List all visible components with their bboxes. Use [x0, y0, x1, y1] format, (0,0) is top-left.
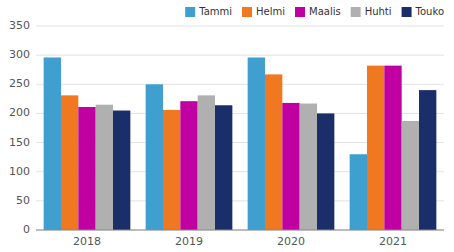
legend-item: Tammi	[185, 6, 232, 17]
bar	[44, 57, 61, 230]
bar	[384, 66, 401, 230]
y-tick-label: 250	[9, 77, 30, 90]
bar	[350, 154, 367, 230]
y-tick-label: 200	[9, 106, 30, 119]
bars	[44, 57, 437, 230]
legend-item: Huhti	[351, 6, 392, 17]
bar	[61, 95, 78, 230]
legend-label: Huhti	[365, 6, 392, 17]
x-tick-label: 2020	[277, 235, 305, 248]
legend-swatch	[185, 7, 195, 17]
legend-item: Maalis	[295, 6, 341, 17]
legend-label: Tammi	[198, 6, 232, 17]
legend-label: Helmi	[256, 6, 285, 17]
legend: Tammi Helmi Maalis Huhti Touko	[185, 6, 444, 17]
bar	[198, 95, 215, 230]
grid-line	[36, 230, 444, 231]
x-tick-label: 2019	[175, 235, 203, 248]
legend-item: Helmi	[242, 6, 285, 17]
chart-svg: 0 50 100 150 200 250 300 350 2018 2019 2020 2021 Tam…	[0, 0, 454, 252]
bar	[146, 84, 163, 230]
y-tick-label: 0	[23, 223, 30, 236]
x-axis-line	[36, 230, 444, 231]
bar	[180, 101, 197, 230]
bar	[248, 57, 265, 230]
bar	[215, 105, 232, 230]
legend-swatch	[295, 7, 305, 17]
legend-swatch	[242, 7, 252, 17]
legend-label: Touko	[415, 6, 444, 17]
grid	[36, 26, 444, 230]
bar	[419, 90, 436, 230]
chart-container: 0 50 100 150 200 250 300 350 2018 2019 2020 2021 Tam…	[0, 0, 454, 252]
bar	[300, 104, 317, 230]
bar	[96, 105, 113, 230]
y-tick-label: 100	[9, 165, 30, 178]
x-tick-label: 2021	[379, 235, 407, 248]
x-tick-label: 2018	[73, 235, 101, 248]
bar	[163, 110, 180, 230]
bar	[113, 111, 130, 230]
y-tick-label: 350	[9, 19, 30, 32]
bar	[367, 66, 384, 230]
grid-line	[36, 55, 444, 56]
bar	[265, 74, 282, 230]
bar	[317, 113, 334, 230]
bar	[402, 121, 419, 230]
legend-swatch	[351, 7, 361, 17]
grid-line	[36, 26, 444, 27]
legend-swatch	[402, 7, 412, 17]
bar	[282, 103, 299, 230]
bar	[78, 107, 95, 230]
y-tick-label: 150	[9, 136, 30, 149]
y-tick-label: 50	[16, 194, 30, 207]
y-tick-label: 300	[9, 48, 30, 61]
legend-item: Touko	[402, 6, 444, 17]
legend-label: Maalis	[309, 6, 341, 17]
